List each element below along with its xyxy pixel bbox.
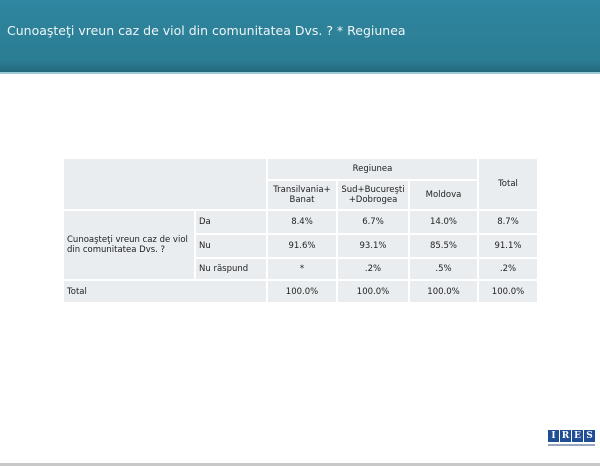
cell: 6.7% — [336, 209, 410, 235]
logo-letter: E — [572, 430, 583, 442]
logo-letter: I — [548, 430, 559, 442]
cell: 91.6% — [266, 233, 338, 259]
cell: 100.0% — [336, 279, 410, 304]
cell: 85.5% — [408, 233, 479, 259]
row-label: Nu — [194, 233, 268, 259]
cell: 100.0% — [266, 279, 338, 304]
cell: .5% — [408, 257, 479, 281]
cell: 93.1% — [336, 233, 410, 259]
crosstab-table: Regiunea Total Transilvania+ Banat Sud+B… — [62, 157, 539, 304]
cell: * — [266, 257, 338, 281]
logo-letter: R — [560, 430, 571, 442]
group-header: Regiunea — [266, 157, 479, 181]
total-row: Total 100.0% 100.0% 100.0% 100.0% — [62, 279, 539, 304]
cell: 14.0% — [408, 209, 479, 235]
slide-header: Cunoaşteţi vreun caz de viol din comunit… — [0, 0, 600, 74]
ires-logo: I R E S — [548, 430, 595, 442]
cell: 8.7% — [477, 209, 539, 235]
cell: .2% — [477, 257, 539, 281]
table-row: Cunoaşteţi vreun caz de viol din comunit… — [62, 209, 539, 281]
cell: 100.0% — [477, 279, 539, 304]
slide-title: Cunoaşteţi vreun caz de viol din comunit… — [7, 23, 406, 38]
row-label: Da — [194, 209, 268, 235]
row-label: Nu răspund — [194, 257, 268, 281]
column-header: Moldova — [408, 179, 479, 211]
footer-divider — [0, 463, 600, 466]
cell: 8.4% — [266, 209, 338, 235]
cell: 100.0% — [408, 279, 479, 304]
table-row: Nu răspund * .2% .5% .2% — [63, 257, 539, 281]
corner-cell — [62, 157, 268, 211]
logo-subtitle-line — [548, 444, 595, 446]
row-group-label: Cunoaşteţi vreun caz de viol din comunit… — [62, 209, 196, 281]
header-row-2: Transilvania+ Banat Sud+Bucureşti +Dobro… — [63, 179, 538, 211]
total-header: Total — [477, 157, 539, 211]
cell: .2% — [336, 257, 410, 281]
cell: 91.1% — [477, 233, 539, 259]
column-header: Sud+Bucureşti +Dobrogea — [336, 179, 410, 211]
row-label: Total — [62, 279, 268, 304]
header-row-1: Regiunea Total — [62, 157, 539, 211]
table-row: Nu 91.6% 93.1% 85.5% 91.1% — [63, 233, 539, 259]
logo-letter: S — [584, 430, 595, 442]
column-header: Transilvania+ Banat — [266, 179, 338, 211]
